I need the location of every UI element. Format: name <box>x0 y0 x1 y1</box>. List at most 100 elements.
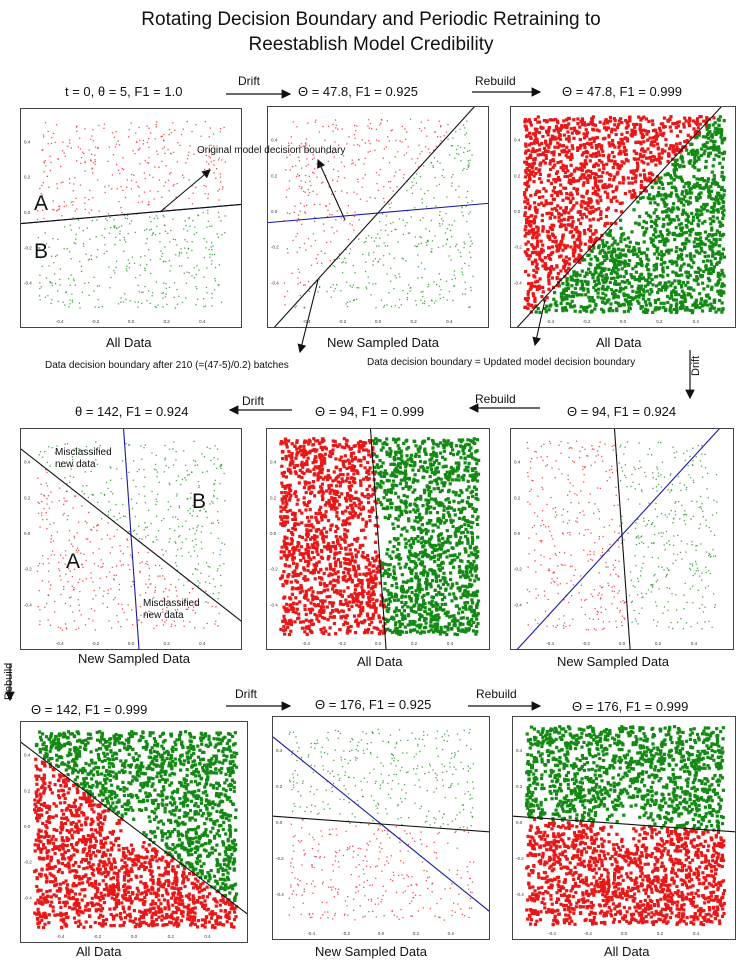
y-tick-label: 0.4 <box>276 748 283 753</box>
x-tick-label: -0.4 <box>57 934 65 939</box>
x-tick-label: -0.4 <box>302 641 310 646</box>
y-tick-label: -0.2 <box>516 856 524 861</box>
y-tick-label: 0.0 <box>276 820 283 825</box>
y-tick-label: 0.0 <box>24 531 31 536</box>
scatter-points <box>288 728 475 921</box>
data-decision-boundary <box>21 203 241 225</box>
panel-6-caption: New Sampled Data <box>557 654 669 669</box>
data-decision-boundary <box>273 815 489 833</box>
y-tick-label: -0.4 <box>514 280 522 285</box>
scatter-points <box>283 118 474 309</box>
class-a-label-2: A <box>66 550 81 573</box>
x-tick-label: 0.2 <box>656 319 663 324</box>
x-tick-label: 0.4 <box>204 934 211 939</box>
panel-3: -0.4 -0.4 -0.2 -0.2 0.0 0.0 0.2 0.2 0.4 0.4 <box>510 106 736 328</box>
data-decision-boundary <box>21 741 247 915</box>
x-tick-label: 0.4 <box>691 641 698 646</box>
y-tick-label: -0.2 <box>24 860 32 865</box>
note-data-boundary-updated: Data decision boundary = Updated model d… <box>367 357 636 368</box>
x-tick-label: 0.0 <box>620 319 627 324</box>
x-tick-label: 0.0 <box>619 641 626 646</box>
x-tick-label: -0.2 <box>338 319 346 324</box>
y-tick-label: -0.4 <box>271 280 279 285</box>
panel-6-header: Θ = 94, F1 = 0.924 <box>567 404 677 419</box>
x-tick-label: -0.4 <box>307 931 315 936</box>
y-tick-label: 0.2 <box>24 788 31 793</box>
y-tick-label: 0.0 <box>514 209 521 214</box>
panel-6-plot: -0.4 -0.4 -0.2 -0.2 0.0 0.0 0.2 0.2 0.4 0.4 <box>514 429 720 649</box>
x-tick-label: 0.0 <box>378 931 385 936</box>
panel-4-header: θ = 142, F1 = 0.924 <box>75 404 189 419</box>
panel-4-plot: -0.4 -0.4 -0.2 -0.2 0.0 0.0 0.2 0.2 0.4 0.4 <box>21 429 241 649</box>
panel-6: -0.4 -0.4 -0.2 -0.2 0.0 0.0 0.2 0.2 0.4 0.4 <box>510 428 734 650</box>
x-tick-label: 0.2 <box>657 931 664 936</box>
x-tick-label: -0.2 <box>338 641 346 646</box>
x-tick-label: 0.2 <box>168 934 175 939</box>
drift-label-vertical: Drift <box>690 355 702 376</box>
x-tick-label: 0.4 <box>446 319 453 324</box>
x-tick-label: -0.4 <box>548 931 556 936</box>
x-tick-label: 0.0 <box>375 641 382 646</box>
y-tick-label: 0.4 <box>270 460 277 465</box>
x-tick-label: 0.4 <box>693 931 700 936</box>
y-tick-label: 0.2 <box>516 784 523 789</box>
y-tick-label: 0.0 <box>270 531 277 536</box>
y-tick-label: -0.2 <box>270 567 278 572</box>
panel-1: -0.4 -0.4 -0.2 -0.2 0.0 0.0 0.2 0.2 0.4 0.4 <box>20 108 242 328</box>
y-tick-label: 0.2 <box>24 495 31 500</box>
panel-2-header: Θ = 47.8, F1 = 0.925 <box>298 84 418 99</box>
panel-3-header: Θ = 47.8, F1 = 0.999 <box>562 84 682 99</box>
x-tick-label: 0.2 <box>413 931 420 936</box>
y-tick-label: 0.2 <box>514 495 521 500</box>
figure-title-line1: Rotating Decision Boundary and Periodic … <box>141 9 601 30</box>
scatter-points <box>525 725 727 927</box>
y-tick-label: 0.2 <box>24 175 31 180</box>
x-tick-label: 0.2 <box>655 641 662 646</box>
x-tick-label: 0.4 <box>199 641 206 646</box>
rebuild-label-vertical: Rebuild <box>3 662 15 700</box>
x-tick-label: -0.2 <box>342 931 350 936</box>
x-tick-label: 0.0 <box>131 934 138 939</box>
panel-2-caption: New Sampled Data <box>327 335 439 350</box>
y-tick-label: 0.2 <box>271 173 278 178</box>
scatter-points <box>523 115 727 315</box>
y-tick-label: -0.4 <box>24 281 32 286</box>
scatter-points <box>33 730 239 930</box>
y-tick-label: 0.0 <box>24 824 31 829</box>
y-tick-label: -0.2 <box>276 856 284 861</box>
panel-3-caption: All Data <box>596 335 642 350</box>
panel-5-caption: All Data <box>357 654 403 669</box>
x-tick-label: 0.0 <box>128 641 135 646</box>
y-tick-label: 0.0 <box>514 531 521 536</box>
y-tick-label: 0.4 <box>514 138 521 143</box>
x-tick-label: -0.2 <box>91 641 99 646</box>
x-tick-label: -0.2 <box>584 931 592 936</box>
y-tick-label: -0.2 <box>24 245 32 250</box>
drift-label-3: Drift <box>235 687 257 701</box>
x-tick-label: -0.2 <box>583 319 591 324</box>
panel-5: -0.4 -0.4 -0.2 -0.2 0.0 0.0 0.2 0.2 0.4 0.4 <box>266 428 490 650</box>
x-tick-label: 0.0 <box>375 319 382 324</box>
panel-2-plot: -0.4 -0.4 -0.2 -0.2 0.0 0.0 0.2 0.2 0.4 0.4 <box>268 107 488 327</box>
y-tick-label: 0.2 <box>276 784 283 789</box>
x-tick-label: 0.2 <box>411 319 418 324</box>
y-tick-label: -0.2 <box>24 567 32 572</box>
y-tick-label: 0.0 <box>271 209 278 214</box>
scatter-points <box>279 437 481 637</box>
class-a-label-1: A <box>34 192 49 215</box>
panel-8: -0.4 -0.4 -0.2 -0.2 0.0 0.0 0.2 0.2 0.4 0.4 <box>272 716 490 940</box>
y-tick-label: 0.4 <box>514 460 521 465</box>
x-tick-label: -0.2 <box>582 641 590 646</box>
x-tick-label: 0.4 <box>448 931 455 936</box>
x-tick-label: -0.2 <box>93 934 101 939</box>
y-tick-label: -0.4 <box>516 892 524 897</box>
y-tick-label: 0.0 <box>516 820 523 825</box>
panel-9-header: Θ = 176, F1 = 0.999 <box>572 699 689 714</box>
panel-8-caption: New Sampled Data <box>315 944 427 959</box>
panel-7-header: Θ = 142, F1 = 0.999 <box>31 702 148 717</box>
x-tick-label: -0.2 <box>91 319 99 324</box>
data-decision-boundary <box>613 429 631 649</box>
y-tick-label: -0.4 <box>514 602 522 607</box>
x-tick-label: 0.4 <box>199 319 206 324</box>
drift-label-2: Drift <box>242 394 264 408</box>
